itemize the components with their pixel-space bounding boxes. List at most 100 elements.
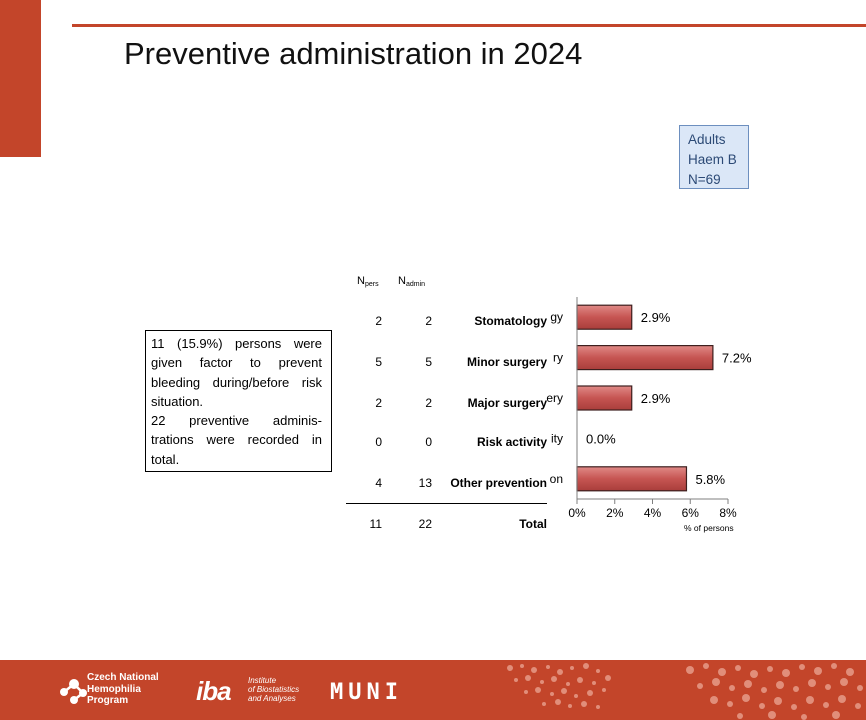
footer-dot	[546, 665, 550, 669]
summary-persons: 11 (15.9%) persons were given factor to …	[151, 336, 322, 409]
iba-logo-mark: iba	[196, 676, 232, 706]
y-tick-label: ity	[551, 431, 563, 445]
cnhp-logo-text: Czech National Hemophilia Program	[87, 672, 159, 706]
footer-dot	[806, 696, 814, 704]
footer-dot	[735, 665, 741, 671]
x-tick-label: 6%	[682, 506, 700, 520]
title-rule	[72, 24, 866, 27]
footer-dot	[520, 664, 524, 668]
footer-dot	[568, 704, 572, 708]
footer-dot	[551, 676, 557, 682]
row-label: Risk activity	[476, 435, 547, 449]
y-tick-label: ery	[546, 391, 563, 405]
footer-dot	[774, 697, 782, 705]
row-persons: 5	[375, 355, 382, 369]
footer-dot	[823, 702, 829, 708]
footer-dot	[542, 702, 546, 706]
page-title: Preventive administration in 2024	[124, 36, 583, 71]
accent-block	[0, 0, 41, 157]
footer-dot	[768, 711, 776, 719]
footer-dot	[555, 699, 561, 705]
bar	[576, 304, 633, 330]
footer-dot	[808, 679, 816, 687]
footer-dot	[759, 703, 765, 709]
x-axis-label: % of persons	[684, 523, 734, 533]
row-label: Minor surgery	[466, 355, 547, 369]
muni-logo: MUNI	[330, 680, 403, 705]
footer-dot	[712, 678, 720, 686]
x-tick-label: 0%	[568, 506, 586, 520]
footer-dot	[592, 681, 596, 685]
row-administrations: 2	[425, 314, 432, 328]
footer-dot	[855, 703, 861, 709]
footer-dot	[507, 665, 513, 671]
footer-dot	[840, 678, 848, 686]
footer-dot	[801, 714, 807, 720]
y-tick-label: gy	[550, 310, 563, 324]
cohort-label: Adults	[688, 132, 726, 147]
footer-dot	[550, 692, 554, 696]
footer-dot	[729, 685, 735, 691]
footer-dot	[744, 680, 752, 688]
footer-dot	[814, 667, 822, 675]
footer-dot	[776, 681, 784, 689]
bar	[576, 385, 633, 411]
footer-dot	[782, 669, 790, 677]
table-total-rule	[346, 503, 547, 504]
footer-dot-pattern	[507, 663, 863, 720]
footer-dot	[686, 666, 694, 674]
row-administrations: 13	[418, 476, 432, 490]
footer-dot	[737, 713, 743, 719]
row-administrations: 0	[425, 435, 432, 449]
row-persons: 2	[375, 314, 382, 328]
footer-dot	[703, 663, 709, 669]
row-label: Major surgery	[467, 396, 547, 410]
total-label: Total	[519, 517, 547, 531]
footer-dot	[825, 684, 831, 690]
x-tick-label: 4%	[644, 506, 662, 520]
row-administrations: 2	[425, 396, 432, 410]
data-label: 0.0%	[586, 431, 616, 446]
x-tick-label: 2%	[606, 506, 624, 520]
footer-dot	[574, 694, 578, 698]
row-persons: 4	[375, 476, 382, 490]
footer-dot	[857, 685, 863, 691]
bar	[576, 345, 714, 371]
footer-dot	[750, 670, 758, 678]
iba-logo-text: Institute of Biostatistics and Analyses	[248, 676, 300, 703]
footer-dot	[587, 690, 593, 696]
x-tick-label: 8%	[719, 506, 737, 520]
footer-dot	[727, 701, 733, 707]
footer-dot	[761, 687, 767, 693]
summary-note: 11 (15.9%) persons were given factor to …	[145, 330, 332, 472]
footer-dot	[832, 711, 840, 719]
footer-dot	[718, 668, 726, 676]
data-label: 2.9%	[641, 391, 671, 406]
cohort-box: Adults Haem B N=69	[679, 125, 749, 189]
footer-dot	[793, 686, 799, 692]
y-tick-label: ry	[553, 351, 563, 365]
footer-dot	[583, 663, 589, 669]
row-persons: 2	[375, 396, 382, 410]
footer-dot	[697, 683, 703, 689]
footer-dot	[710, 696, 718, 704]
total-persons: 11	[369, 517, 382, 531]
footer-dot	[596, 669, 600, 673]
cohort-type: Haem B	[688, 152, 737, 167]
footer-dot	[577, 677, 583, 683]
footer-dot	[605, 675, 611, 681]
cohort-count: N=69	[688, 172, 721, 187]
footer-dot	[531, 667, 537, 673]
row-persons: 0	[375, 435, 382, 449]
row-label: Other prevention	[450, 476, 547, 490]
footer-bar	[0, 660, 866, 720]
footer-dot	[570, 666, 574, 670]
footer-dot	[557, 669, 563, 675]
data-label: 2.9%	[641, 310, 671, 325]
col-header-persons: Npers	[357, 275, 379, 288]
footer-dot	[602, 688, 606, 692]
summary-administrations: 22 preventive adminis-trations were reco…	[151, 413, 322, 467]
col-header-administrations: Nadmin	[398, 275, 426, 288]
footer-dot	[742, 694, 750, 702]
